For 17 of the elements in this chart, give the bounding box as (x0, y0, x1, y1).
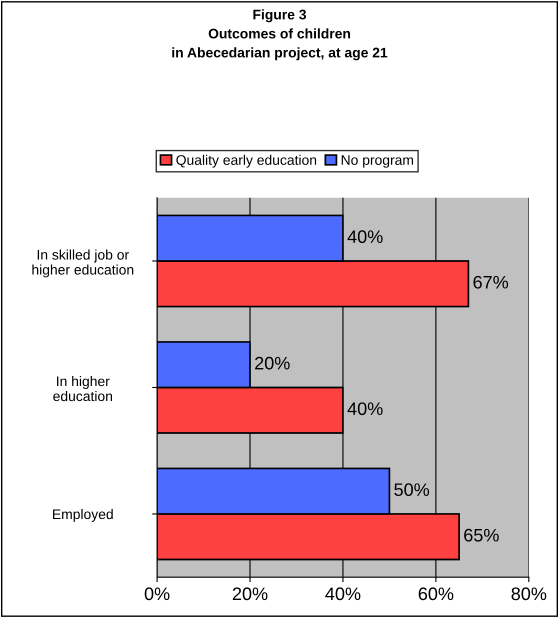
data-label: 40% (348, 230, 383, 244)
chart-title: Figure 3 Outcomes of children in Abecedarian project, at age 21 (172, 9, 388, 60)
data-label: 20% (255, 356, 290, 370)
data-label: 50% (394, 483, 430, 496)
x-tick-label: 20% (232, 587, 268, 600)
y-tick-label: Employed (53, 508, 113, 522)
x-tick-label: 80% (512, 587, 546, 600)
data-label: 65% (464, 528, 499, 542)
y-tick-label: In skilled job or higher education (32, 249, 134, 278)
x-tick-label: 60% (418, 587, 454, 600)
data-label: 67% (473, 276, 508, 289)
y-tick-label: In higher education (53, 376, 112, 402)
legend-label: Quality early education (176, 154, 316, 168)
legend-label: No program (342, 155, 414, 168)
x-tick-label: 40% (325, 587, 360, 600)
data-label: 40% (348, 402, 383, 416)
x-tick-label: 0% (144, 587, 170, 600)
